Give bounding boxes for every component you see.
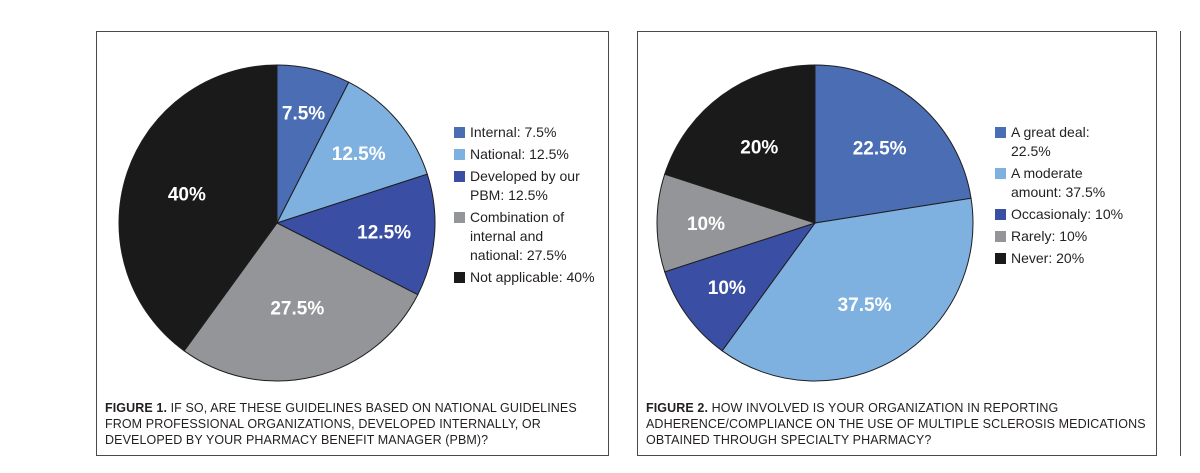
slice-data-label: 12.5%	[332, 144, 386, 165]
legend-swatch	[454, 171, 465, 182]
legend-item: National: 12.5%	[454, 145, 604, 164]
legend-label: Developed by our PBM: 12.5%	[470, 168, 580, 203]
figure-1-legend: Internal: 7.5% National: 12.5% Developed…	[454, 123, 604, 290]
figure-2-pie: 22.5% 37.5% 10% 10% 20%	[656, 64, 974, 382]
pie-slice	[118, 64, 278, 352]
slice-data-label: 20%	[740, 137, 778, 158]
legend-label: A moderate amount: 37.5%	[1011, 165, 1106, 200]
legend-item: Rarely: 10%	[995, 227, 1145, 246]
legend-swatch	[454, 127, 465, 138]
legend-label: Not applicable: 40%	[470, 269, 595, 285]
figure-1-caption: FIGURE 1. IF SO, ARE THESE GUIDELINES BA…	[105, 400, 600, 448]
slice-data-label: 10%	[687, 214, 725, 235]
figure-2-caption: FIGURE 2. HOW INVOLVED IS YOUR ORGANIZAT…	[646, 400, 1148, 448]
legend-swatch	[454, 149, 465, 160]
legend-swatch	[995, 168, 1006, 179]
pie-slice	[656, 173, 817, 273]
legend-label: National: 12.5%	[470, 146, 569, 162]
figure-2-caption-label: FIGURE 2.	[646, 401, 709, 415]
legend-swatch	[454, 272, 465, 283]
pie-slice	[275, 173, 436, 296]
legend-swatch	[995, 127, 1006, 138]
pie-slice	[721, 197, 974, 382]
figure-1-caption-text: IF SO, ARE THESE GUIDELINES BASED ON NAT…	[105, 401, 577, 447]
legend-swatch	[454, 212, 465, 223]
legend-item: Occasionaly: 10%	[995, 205, 1145, 224]
figure-1-pie: 7.5% 12.5% 12.5% 27.5% 40%	[118, 64, 436, 382]
slice-data-label: 7.5%	[282, 103, 325, 124]
figure-2-panel: 22.5% 37.5% 10% 10% 20% A great deal: 22.5% …	[637, 31, 1157, 456]
pie-slice	[814, 64, 972, 224]
legend-item: Developed by our PBM: 12.5%	[454, 167, 588, 205]
legend-item: Not applicable: 40%	[454, 268, 604, 287]
pie-slice	[276, 81, 428, 224]
figure-1-panel: 7.5% 12.5% 12.5% 27.5% 40% Internal: 7.5% Na…	[96, 31, 609, 456]
pie-slice	[664, 64, 816, 224]
legend-item: Internal: 7.5%	[454, 123, 604, 142]
legend-item: Never: 20%	[995, 249, 1145, 268]
legend-swatch	[995, 209, 1006, 220]
legend-label: Combination of internal and national: 27…	[470, 209, 567, 263]
figure-2-caption-text: HOW INVOLVED IS YOUR ORGANIZATION IN REP…	[646, 401, 1146, 447]
page-edge-rule	[1180, 31, 1181, 456]
legend-label: Occasionaly: 10%	[1011, 206, 1124, 222]
legend-item: Combination of internal and national: 27…	[454, 208, 574, 265]
legend-item: A great deal: 22.5%	[995, 123, 1116, 161]
slice-data-label: 40%	[168, 185, 206, 206]
slice-data-label: 22.5%	[853, 138, 907, 159]
slice-data-label: 27.5%	[270, 298, 324, 319]
legend-item: A moderate amount: 37.5%	[995, 164, 1116, 202]
slice-data-label: 37.5%	[838, 295, 892, 316]
slice-data-label: 12.5%	[357, 222, 411, 243]
legend-label: Internal: 7.5%	[470, 124, 557, 140]
legend-label: A great deal: 22.5%	[1011, 124, 1090, 159]
legend-label: Never: 20%	[1011, 250, 1085, 266]
legend-swatch	[995, 253, 1006, 264]
legend-swatch	[995, 231, 1006, 242]
figure-2-legend: A great deal: 22.5% A moderate amount: 3…	[995, 123, 1145, 271]
pie-slice	[664, 222, 817, 352]
figure-1-caption-label: FIGURE 1.	[105, 401, 168, 415]
legend-label: Rarely: 10%	[1011, 228, 1088, 244]
pie-slice	[183, 222, 419, 382]
slice-data-label: 10%	[708, 278, 746, 299]
